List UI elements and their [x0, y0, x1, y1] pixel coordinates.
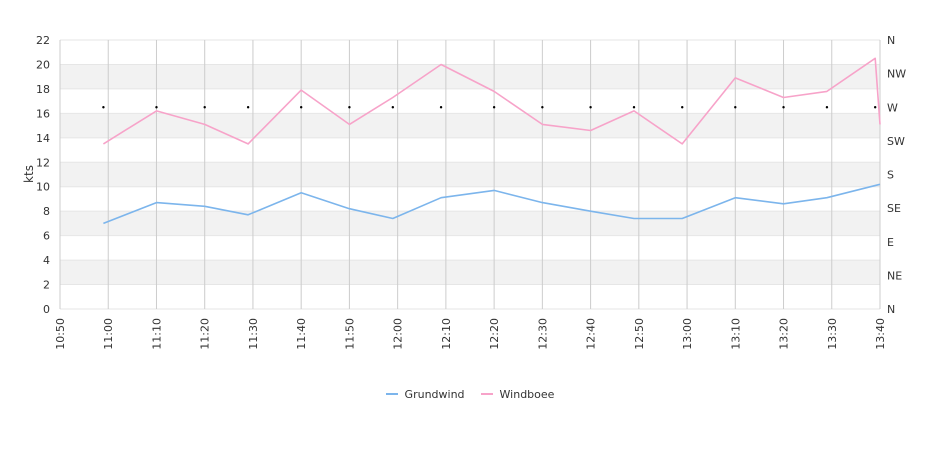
direction-point	[246, 106, 250, 109]
direction-points	[102, 106, 877, 109]
direction-point	[825, 106, 829, 109]
y2-axis-ticks: N NE E SE S SW W NW N	[887, 34, 906, 316]
x-tick-label: 12:40	[585, 318, 598, 350]
direction-point	[439, 106, 443, 109]
x-tick-label: 12:50	[633, 318, 646, 350]
y-tick-label: 4	[43, 254, 50, 267]
plot-band	[60, 211, 880, 236]
direction-point	[348, 106, 351, 109]
x-tick-label: 13:20	[778, 318, 791, 350]
x-tick-label: 12:30	[536, 318, 549, 350]
y-axis-title: kts	[22, 165, 36, 183]
y2-tick-label: N	[887, 303, 895, 316]
y-tick-label: 8	[43, 205, 50, 218]
y-axis-ticks: 0 2 4 6 8 10 12 14 16 18 20 22	[36, 34, 50, 316]
legend-label: Grundwind	[404, 387, 465, 401]
direction-point	[589, 106, 592, 109]
direction-point	[102, 106, 105, 109]
y-tick-label: 12	[36, 156, 50, 169]
x-tick-label: 12:10	[440, 318, 453, 350]
y2-tick-label: S	[887, 169, 894, 182]
y2-tick-label: SE	[887, 202, 901, 215]
series-lines	[102, 57, 881, 225]
direction-point	[155, 106, 158, 109]
y-tick-label: 20	[36, 58, 50, 71]
series-line-grundwind	[103, 183, 881, 225]
y-tick-label: 2	[43, 279, 50, 292]
direction-point	[632, 106, 636, 109]
x-tick-label: 11:10	[150, 318, 163, 350]
y-tick-label: 18	[36, 83, 50, 96]
horizontal-grid	[60, 39, 880, 310]
x-axis-ticks: 10:50 11:00 11:10 11:20 11:30 11:40 11:50 12:00…	[54, 318, 887, 350]
x-tick-label: 11:20	[199, 318, 212, 350]
y2-tick-label: N	[887, 34, 895, 47]
legend-swatch	[385, 393, 398, 395]
x-tick-label: 11:30	[247, 318, 260, 350]
plot-band	[60, 64, 880, 89]
y2-tick-label: NW	[887, 68, 906, 81]
plot-bands	[60, 64, 880, 285]
legend-item-windboee[interactable]: Windboee	[480, 387, 555, 401]
y-tick-label: 0	[43, 303, 50, 316]
y-tick-label: 14	[36, 132, 50, 145]
x-tick-label: 13:10	[729, 318, 742, 350]
direction-point	[541, 106, 544, 109]
x-tick-label: 12:00	[392, 318, 405, 350]
x-tick-label: 13:40	[874, 318, 887, 350]
y2-tick-label: E	[887, 236, 894, 249]
direction-point	[734, 106, 737, 109]
x-tick-label: 13:30	[826, 318, 839, 350]
x-tick-label: 11:40	[295, 318, 308, 350]
y-tick-label: 10	[36, 181, 50, 194]
legend-item-grundwind[interactable]: Grundwind	[385, 387, 465, 401]
direction-point	[391, 106, 395, 109]
legend-swatch	[480, 393, 493, 395]
y2-tick-label: W	[887, 101, 898, 114]
legend-label: Windboee	[499, 387, 555, 401]
x-tick-label: 12:20	[488, 318, 501, 350]
y-tick-label: 16	[36, 107, 50, 120]
x-tick-label: 13:00	[681, 318, 694, 350]
x-tick-label: 11:00	[102, 318, 115, 350]
x-tick-label: 10:50	[54, 318, 67, 350]
direction-point	[492, 106, 496, 109]
y-tick-label: 22	[36, 34, 50, 47]
direction-point	[782, 106, 785, 109]
legend: Grundwind Windboee	[0, 385, 940, 401]
x-tick-label: 11:50	[343, 318, 356, 350]
y-tick-label: 6	[43, 230, 50, 243]
direction-point	[299, 106, 303, 109]
y2-tick-label: SW	[887, 135, 905, 148]
plot-band	[60, 162, 880, 187]
plot-band	[60, 113, 880, 138]
direction-point	[681, 106, 684, 109]
direction-point	[203, 106, 206, 109]
y2-tick-label: NE	[887, 269, 902, 282]
series-line-windboee	[102, 57, 881, 145]
plot-band	[60, 260, 880, 285]
vertical-grid	[59, 40, 881, 309]
direction-point	[873, 106, 877, 109]
